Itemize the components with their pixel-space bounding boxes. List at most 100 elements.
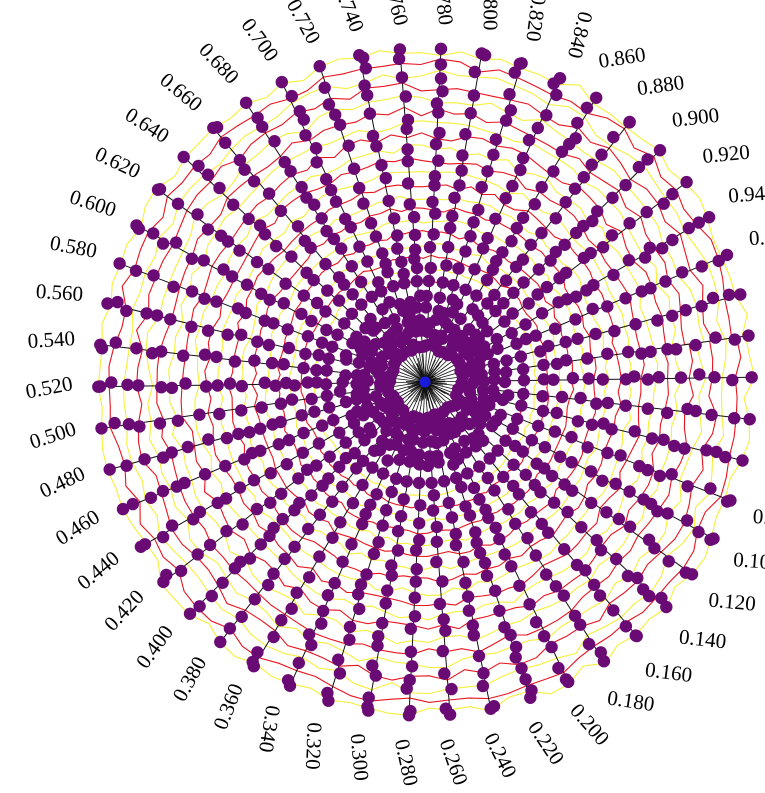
node — [165, 519, 179, 532]
node — [376, 467, 390, 480]
node — [693, 368, 706, 381]
node — [555, 390, 569, 404]
node — [350, 387, 363, 401]
node — [322, 694, 335, 707]
node — [469, 440, 482, 453]
tick-label: 0.340 — [254, 704, 285, 755]
node — [515, 399, 528, 412]
node — [601, 446, 614, 460]
node — [558, 238, 571, 251]
node — [429, 137, 443, 151]
node — [524, 238, 537, 251]
node — [247, 175, 261, 188]
node — [428, 170, 442, 183]
node — [255, 287, 268, 300]
node — [353, 240, 366, 253]
node — [251, 646, 264, 659]
node — [353, 602, 366, 616]
node — [202, 433, 215, 446]
tick-label: 0.480 — [36, 461, 89, 503]
node — [214, 229, 228, 242]
node — [660, 600, 673, 614]
node — [210, 350, 223, 364]
tick-label: 0.100 — [733, 547, 765, 574]
tick-label: 0.080 — [752, 504, 765, 531]
node — [499, 434, 512, 447]
node — [682, 221, 695, 235]
node — [282, 341, 296, 355]
node — [559, 335, 572, 349]
node — [309, 142, 323, 155]
node — [537, 358, 550, 372]
node — [519, 468, 532, 481]
node — [506, 179, 519, 193]
node — [248, 593, 261, 606]
node — [596, 474, 609, 487]
node — [305, 638, 318, 652]
node — [177, 150, 190, 164]
node — [586, 302, 599, 316]
node — [401, 177, 415, 190]
node — [193, 408, 206, 421]
node — [376, 616, 389, 630]
node — [376, 247, 389, 260]
tick-label: 0.820 — [521, 0, 551, 43]
node — [238, 163, 251, 176]
node — [339, 395, 353, 409]
node — [323, 450, 336, 463]
tick-label: 0.780 — [429, 0, 459, 26]
node — [219, 136, 232, 149]
node — [641, 153, 654, 166]
node — [228, 562, 242, 575]
node — [169, 236, 183, 249]
node — [305, 489, 318, 502]
node — [393, 298, 406, 311]
node — [532, 419, 545, 433]
node — [359, 62, 372, 75]
node — [155, 381, 168, 394]
tick-label: 0.140 — [678, 624, 728, 653]
node — [569, 290, 583, 303]
node — [320, 173, 333, 186]
node — [391, 229, 404, 242]
node — [467, 216, 480, 229]
node — [656, 242, 669, 255]
edge-line — [327, 420, 414, 701]
node — [488, 373, 501, 386]
node — [327, 232, 341, 246]
node — [666, 309, 679, 322]
node — [507, 458, 520, 471]
node — [420, 289, 433, 303]
node — [481, 231, 494, 245]
node — [607, 268, 620, 282]
node — [585, 496, 598, 510]
node — [359, 321, 372, 335]
node — [369, 230, 383, 243]
node — [236, 518, 249, 531]
node — [424, 261, 437, 275]
node — [320, 364, 333, 377]
node — [719, 450, 732, 464]
node — [596, 373, 609, 386]
node — [605, 423, 618, 436]
node — [559, 354, 573, 367]
node — [433, 291, 446, 304]
node — [467, 481, 481, 495]
node — [334, 516, 347, 529]
node — [550, 406, 563, 420]
node — [297, 361, 310, 375]
node — [476, 679, 490, 693]
node — [298, 234, 311, 248]
node — [434, 72, 448, 85]
tick-label: 0.160 — [644, 657, 694, 687]
node — [585, 418, 599, 431]
node — [582, 637, 596, 651]
node — [473, 359, 486, 372]
node — [601, 300, 614, 313]
node — [542, 526, 555, 539]
node — [459, 128, 472, 141]
node — [101, 297, 114, 310]
node — [219, 459, 232, 473]
node — [641, 463, 654, 477]
node — [521, 531, 534, 545]
